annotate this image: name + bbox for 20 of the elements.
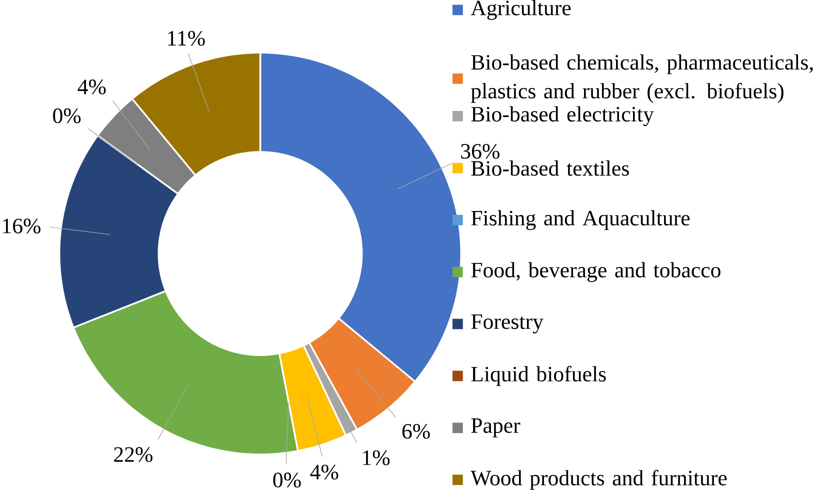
data-label: 16%	[3, 218, 40, 234]
data-label: 36%	[461, 144, 500, 159]
text: 0%	[53, 108, 81, 124]
data-label: 4%	[78, 80, 106, 94]
legend-label: Bio-based chemicals, pharmaceuticals, plastics and rubber (excl. biofuels)	[470, 54, 813, 103]
data-label: 22%	[114, 447, 152, 462]
data-label: 4%	[310, 464, 338, 480]
legend-label: Paper	[471, 418, 520, 438]
legend-label: Bio-based electricity	[471, 106, 654, 126]
legend-label: Agriculture	[470, 0, 571, 20]
legend-label: Bio-based textiles	[471, 160, 629, 176]
legend-label: Wood products and furniture	[470, 470, 727, 490]
legend-label: Liquid biofuels	[471, 366, 606, 386]
legend-label: Forestry	[471, 314, 544, 334]
legend-label: Fishing and Aquaculture	[471, 210, 690, 230]
data-label: 1%	[363, 450, 390, 466]
legend-label: Food, beverage and tobacco	[471, 262, 720, 282]
data-label: 6%	[402, 424, 430, 439]
data-label: 11%	[168, 31, 205, 46]
text: 0%	[273, 472, 301, 488]
